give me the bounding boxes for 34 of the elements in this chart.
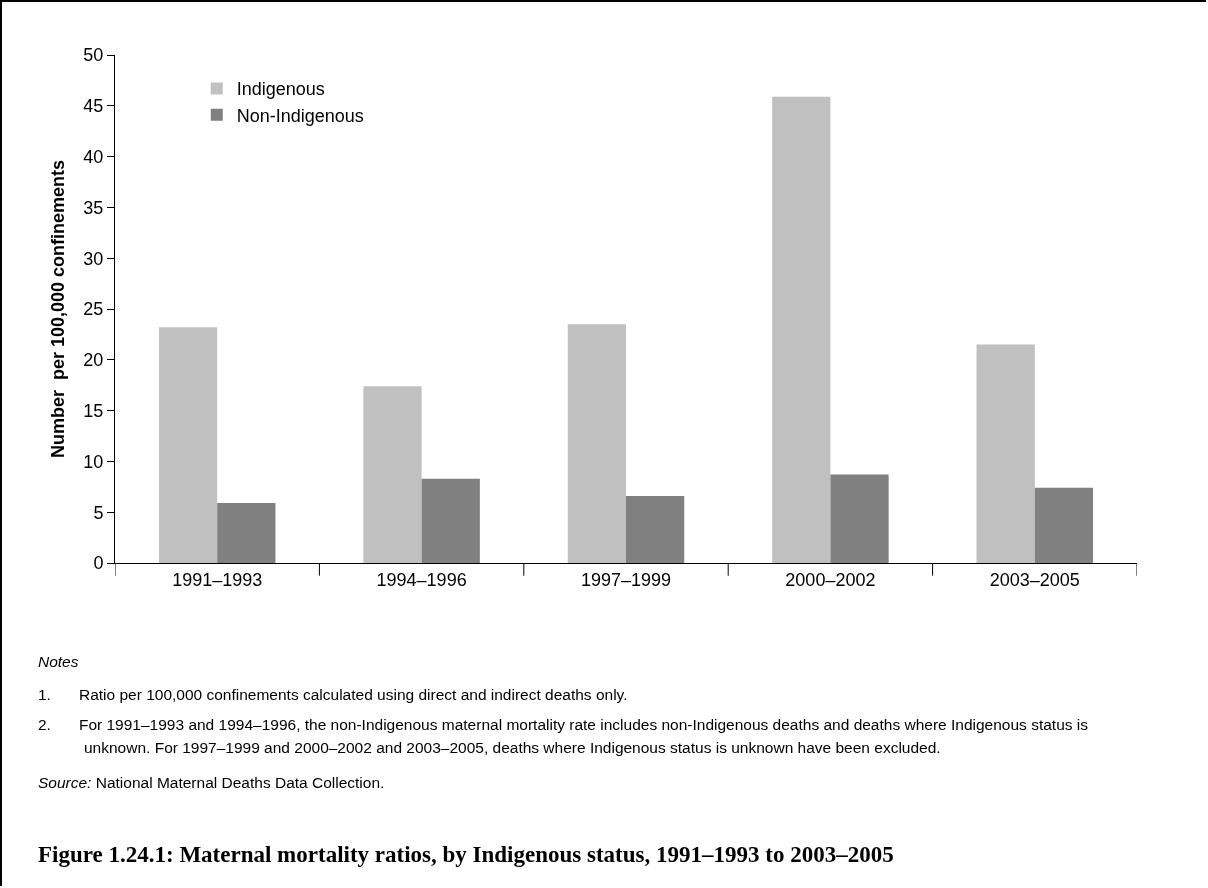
y-tick-label: 0 xyxy=(93,553,104,574)
text: Notes xyxy=(38,653,79,670)
x-tick-label: 1991–1993 xyxy=(172,569,263,590)
bar xyxy=(976,344,1035,563)
source-note: Source: National Maternal Deaths Data Collection. xyxy=(38,773,386,793)
y-tick-label: 30 xyxy=(83,248,104,269)
bar xyxy=(626,495,685,563)
bar xyxy=(772,96,831,563)
y-tick-label: 5 xyxy=(93,502,104,523)
y-tick-label: 45 xyxy=(83,96,104,117)
bar xyxy=(217,503,276,563)
y-tick-label: 20 xyxy=(83,350,104,371)
y-tick-label: 50 xyxy=(83,45,104,66)
legend-label: Indigenous xyxy=(236,79,325,100)
bar xyxy=(1034,487,1094,563)
x-tick-label: 1994–1996 xyxy=(376,569,467,590)
bar xyxy=(421,478,480,563)
y-tick-label: 15 xyxy=(83,400,104,421)
bar xyxy=(363,386,422,563)
y-tick-label: 25 xyxy=(83,299,104,320)
x-tick-label: 1997–1999 xyxy=(580,569,672,590)
text: Figure 1.24.1: Maternal mortality ratios, by Indigenous status, 1991–1993 to 2003–2005 xyxy=(38,842,894,868)
bar xyxy=(830,474,889,563)
bar xyxy=(158,327,218,563)
y-tick-label: 10 xyxy=(83,451,104,472)
text: 1. Ratio per 100,000 confinements calculated using direct and indirect deaths only. xyxy=(38,686,628,704)
bar xyxy=(567,324,626,563)
text: 2. For 1991–1993 and 1994–1996, the non-Indigenous maternal mortality rate includes non-Indigenous deaths and deaths where Indigenous status is unknown. For 1997–1999 and 2000–2002 and 2003–2005, deaths where Indigenous status is unknown have been excluded. xyxy=(38,715,1088,756)
y-tick-label: 35 xyxy=(83,197,104,218)
y-tick-label: 40 xyxy=(83,146,104,167)
x-tick-label: 2003–2005 xyxy=(989,569,1080,590)
y-axis-title: Number per 100,000 confinements xyxy=(47,159,68,459)
x-tick-label: 2000–2002 xyxy=(785,569,876,590)
legend-label: Non-Indigenous xyxy=(236,105,364,126)
